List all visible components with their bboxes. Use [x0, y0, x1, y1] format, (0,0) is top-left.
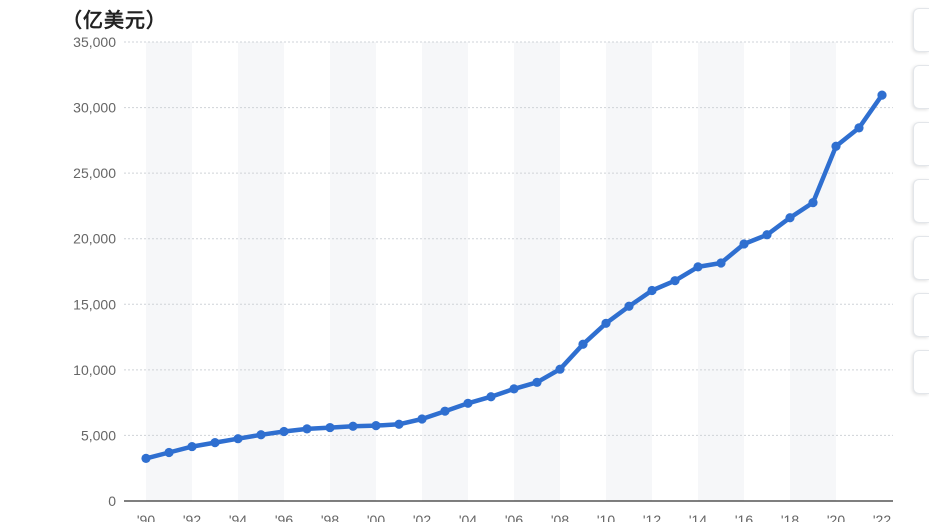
data-point [279, 426, 289, 437]
x-tick-label: '00 [367, 512, 385, 522]
toolbar-button[interactable] [913, 236, 929, 280]
y-tick-label: 20,000 [73, 231, 116, 247]
y-tick-label: 5,000 [81, 427, 116, 443]
data-point [716, 258, 726, 268]
y-tick-label: 30,000 [73, 100, 116, 116]
toolbar-button[interactable] [913, 293, 929, 337]
data-point [808, 198, 818, 208]
x-tick-label: '18 [781, 512, 799, 522]
y-tick-label: 0 [108, 493, 116, 509]
data-point [417, 414, 427, 424]
x-tick-label: '12 [643, 512, 661, 522]
x-tick-label: '92 [183, 512, 201, 522]
background-band [514, 42, 560, 501]
toolbar-button[interactable] [913, 65, 929, 109]
x-tick-label: '90 [137, 512, 155, 522]
y-tick-label: 15,000 [73, 296, 116, 312]
data-point [854, 123, 864, 133]
background-band [698, 42, 744, 501]
toolbar-button[interactable] [913, 179, 929, 223]
background-band [422, 42, 468, 501]
data-point [555, 364, 565, 374]
toolbar-button[interactable] [913, 8, 929, 52]
x-tick-label: '10 [597, 512, 615, 522]
x-tick-label: '94 [229, 512, 247, 522]
x-tick-label: '98 [321, 512, 339, 522]
x-tick-label: '04 [459, 512, 477, 522]
data-point [877, 90, 887, 100]
y-tick-label: 25,000 [73, 165, 116, 181]
data-point [601, 318, 611, 328]
data-point [509, 384, 519, 394]
data-point [693, 262, 703, 272]
data-point [463, 398, 473, 408]
data-point [348, 421, 358, 431]
x-tick-label: '16 [735, 512, 753, 522]
y-tick-label: 10,000 [73, 362, 116, 378]
data-point [739, 239, 749, 249]
x-tick-label: '02 [413, 512, 431, 522]
background-band [330, 42, 376, 501]
data-point [762, 230, 772, 240]
data-point [233, 434, 243, 444]
x-tick-label: '20 [827, 512, 845, 522]
data-point [440, 406, 450, 416]
y-unit-label: （亿美元） [62, 8, 167, 32]
data-point [532, 377, 542, 387]
data-point [141, 453, 151, 463]
data-point [187, 441, 197, 452]
data-point [210, 438, 220, 448]
data-point [302, 424, 312, 434]
data-point [325, 422, 335, 433]
x-tick-label: '08 [551, 512, 569, 522]
data-point [578, 339, 588, 349]
data-point [647, 285, 657, 296]
side-toolbar [913, 8, 929, 407]
x-tick-label: '14 [689, 512, 707, 522]
x-tick-label: '96 [275, 512, 293, 522]
data-point [624, 301, 634, 311]
data-point [371, 420, 381, 431]
background-band [238, 42, 284, 501]
x-tick-label: '22 [873, 512, 891, 522]
y-tick-label: 35,000 [73, 34, 116, 50]
data-point [831, 141, 841, 151]
toolbar-button[interactable] [913, 350, 929, 394]
data-point [670, 276, 680, 286]
background-band [146, 42, 192, 501]
toolbar-button[interactable] [913, 122, 929, 166]
background-band [606, 42, 652, 501]
x-tick-label: '06 [505, 512, 523, 522]
background-band [790, 42, 836, 501]
data-point [785, 213, 795, 223]
data-point [486, 392, 496, 402]
data-point [164, 447, 174, 458]
data-point [394, 419, 404, 429]
data-point [256, 430, 266, 440]
